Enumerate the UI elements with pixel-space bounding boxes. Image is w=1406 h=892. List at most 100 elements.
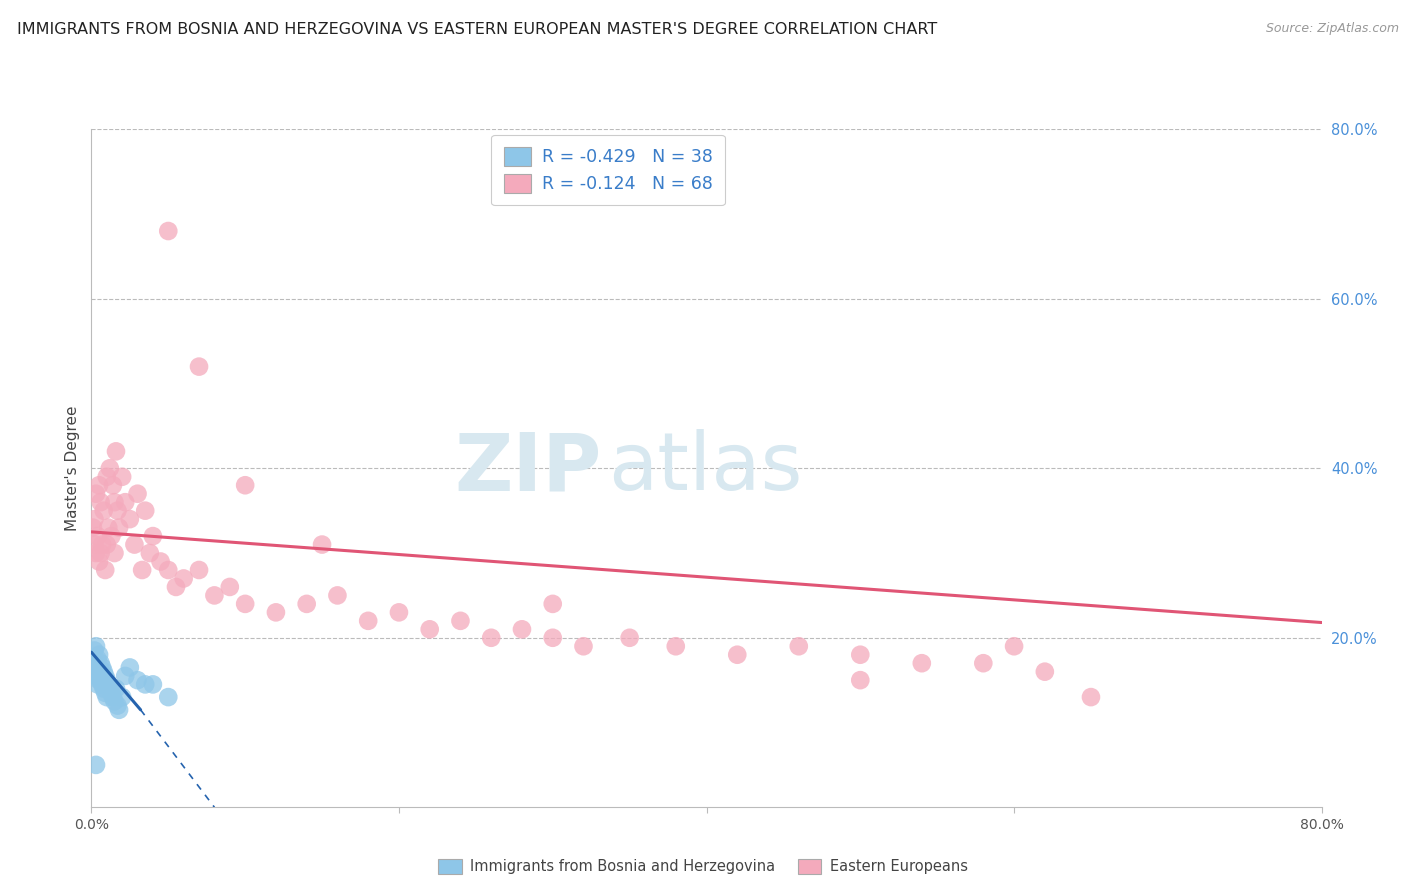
Point [124, 537, 146, 551]
Point [101, 478, 124, 492]
Point [87, 478, 110, 492]
Point [111, 470, 134, 484]
Point [97, 521, 120, 535]
Point [619, 631, 641, 645]
Point [449, 614, 471, 628]
Point [188, 359, 211, 374]
Point [127, 487, 149, 501]
Point [911, 657, 934, 671]
Point [87, 660, 110, 674]
Point [107, 503, 129, 517]
Point [165, 580, 187, 594]
Point [787, 639, 810, 653]
Point [1033, 665, 1056, 679]
Point [127, 673, 149, 688]
Point [295, 597, 318, 611]
Point [233, 597, 256, 611]
Point [134, 503, 156, 517]
Point [1080, 690, 1102, 705]
Point [972, 657, 994, 671]
Point [87, 648, 110, 662]
Point [93, 503, 115, 517]
Point [326, 589, 349, 603]
Point [83, 660, 105, 674]
Point [157, 563, 180, 577]
Point [83, 537, 105, 551]
Point [98, 461, 121, 475]
Point [510, 623, 533, 637]
Point [100, 529, 122, 543]
Point [108, 703, 131, 717]
Point [84, 758, 107, 772]
Point [131, 563, 153, 577]
Point [108, 521, 131, 535]
Point [114, 669, 136, 683]
Point [103, 495, 125, 509]
Point [84, 669, 107, 683]
Point [114, 495, 136, 509]
Point [90, 657, 112, 671]
Point [90, 546, 112, 560]
Point [86, 652, 108, 666]
Point [311, 537, 333, 551]
Point [173, 572, 195, 586]
Point [142, 677, 165, 691]
Point [91, 537, 114, 551]
Point [94, 563, 117, 577]
Point [101, 690, 124, 705]
Point [94, 669, 117, 683]
Point [87, 673, 110, 688]
Point [849, 673, 872, 688]
Point [84, 546, 107, 560]
Point [86, 665, 108, 679]
Point [96, 690, 118, 705]
Point [157, 224, 180, 238]
Point [84, 639, 107, 653]
Point [103, 546, 125, 560]
Point [90, 495, 112, 509]
Y-axis label: Master's Degree: Master's Degree [65, 406, 80, 531]
Point [157, 690, 180, 705]
Point [94, 686, 117, 700]
Point [388, 605, 411, 619]
Point [91, 660, 114, 674]
Point [111, 690, 134, 705]
Point [82, 521, 104, 535]
Point [83, 512, 105, 526]
Text: atlas: atlas [607, 429, 803, 508]
Point [105, 444, 127, 458]
Point [90, 669, 112, 683]
Point [142, 529, 165, 543]
Text: IMMIGRANTS FROM BOSNIA AND HERZEGOVINA VS EASTERN EUROPEAN MASTER'S DEGREE CORRE: IMMIGRANTS FROM BOSNIA AND HERZEGOVINA V… [17, 22, 938, 37]
Legend: R = -0.429   N = 38, R = -0.124   N = 68: R = -0.429 N = 38, R = -0.124 N = 68 [492, 135, 724, 205]
Point [264, 605, 287, 619]
Point [541, 597, 564, 611]
Text: ZIP: ZIP [454, 429, 602, 508]
Point [419, 623, 441, 637]
Point [149, 555, 172, 569]
Point [218, 580, 240, 594]
Text: Source: ZipAtlas.com: Source: ZipAtlas.com [1265, 22, 1399, 36]
Point [93, 681, 115, 696]
Point [233, 478, 256, 492]
Point [665, 639, 688, 653]
Point [572, 639, 595, 653]
Point [96, 470, 118, 484]
Point [86, 677, 108, 691]
Point [96, 537, 118, 551]
Point [103, 694, 125, 708]
Point [97, 677, 120, 691]
Point [84, 657, 107, 671]
Point [139, 546, 162, 560]
Point [86, 529, 108, 543]
Point [96, 673, 118, 688]
Point [849, 648, 872, 662]
Point [100, 686, 122, 700]
Point [98, 681, 121, 696]
Point [1002, 639, 1025, 653]
Point [725, 648, 748, 662]
Point [188, 563, 211, 577]
Point [134, 677, 156, 691]
Point [357, 614, 380, 628]
Point [87, 555, 110, 569]
